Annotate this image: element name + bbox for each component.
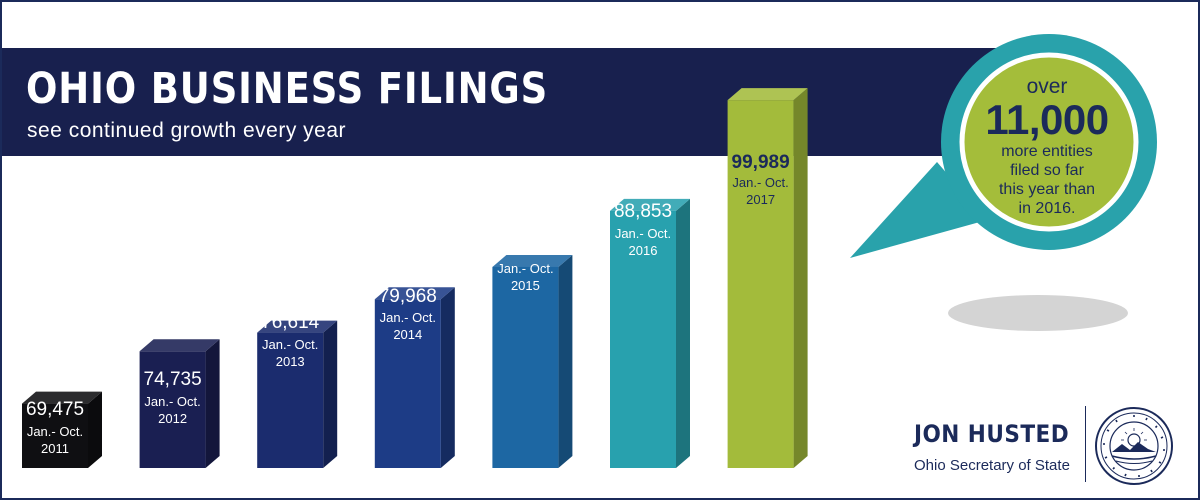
bar-year-label: 2014 [393,327,422,342]
bar-value-label: 83,215 [496,236,554,257]
bar-side [793,88,808,468]
bar-2013: 76,614 Jan.- Oct. 2013 [257,312,338,468]
bar-side [323,320,338,468]
bar-top [610,198,690,211]
bar-side [676,198,690,468]
bar-2017: 99,989 Jan.- Oct. 2017 [727,88,808,468]
bar-2012: 74,735 Jan.- Oct. 2012 [139,339,220,468]
page-subtitle: see continued growth every year [27,119,347,142]
title-banner [2,48,1022,156]
state-seal-icon [1095,407,1173,485]
bar-top [22,391,102,404]
author-title: Ohio Secretary of State [914,457,1070,474]
bar-year-label: 2013 [276,354,305,369]
bar-2015: 83,215 Jan.- Oct. 2015 [492,236,573,468]
bar-year-label: 2011 [41,441,69,456]
bar-value-label: 76,614 [261,312,320,333]
bar-front [492,266,559,468]
bar-year-label: 2017 [746,192,775,207]
bar-period-label: Jan.- Oct. [497,261,553,276]
bar-side [440,287,455,468]
bar-period-label: Jan.- Oct. [615,226,671,241]
bar-year-label: 2015 [511,278,540,293]
branding-divider [1085,406,1086,482]
bar-period-label: Jan.- Oct. [380,310,436,325]
callout-number: 11,000 [985,96,1109,143]
bar-front [139,351,206,468]
bar-period-label: Jan.- Oct. [144,394,200,409]
bar-side [558,254,573,468]
callout-line: in 2016. [1018,200,1076,217]
bar-front [22,403,88,468]
bar-front [610,210,676,468]
bar-front [374,299,441,468]
bar-year-label: 2012 [158,411,187,426]
bar-period-label: Jan.- Oct. [27,424,83,439]
bar-top [139,339,220,352]
bar-value-label: 99,989 [732,152,790,173]
callout-line: more entities [1001,143,1093,160]
author-name: JON HUSTED [914,420,1070,448]
bar-side [88,391,102,468]
page-title: OHIO BUSINESS FILINGS [26,64,549,114]
bar-value-label: 69,475 [26,399,84,420]
bar-period-label: Jan.- Oct. [262,337,318,352]
callout-inner [959,52,1139,232]
bar-2011: 69,475 Jan.- Oct. 2011 [22,391,102,468]
callout-line: this year than [998,181,1096,198]
bar-front [257,332,324,468]
bar-value-label: 79,968 [379,286,437,307]
bar-year-label: 2016 [629,243,658,258]
bar-2014: 79,968 Jan.- Oct. 2014 [374,286,455,468]
callout-shadow [948,295,1128,331]
bar-2016: 88,853 Jan.- Oct. 2016 [610,198,690,468]
bar-value-label: 74,735 [144,369,202,390]
bar-top [257,320,338,333]
bar-value-label: 88,853 [614,201,672,222]
bar-front [727,100,794,468]
bar-top [492,254,573,267]
callout-line: filed so far [1010,162,1084,179]
callout-text: over 11,000 more entities filed so far t… [972,76,1122,218]
bar-side [205,339,220,468]
callout-lines: more entities filed so far this year tha… [972,142,1122,218]
callout-over: over [1026,75,1068,98]
bar-period-label: Jan.- Oct. [732,175,788,190]
bar-top [374,287,455,300]
bar-top [727,88,808,101]
